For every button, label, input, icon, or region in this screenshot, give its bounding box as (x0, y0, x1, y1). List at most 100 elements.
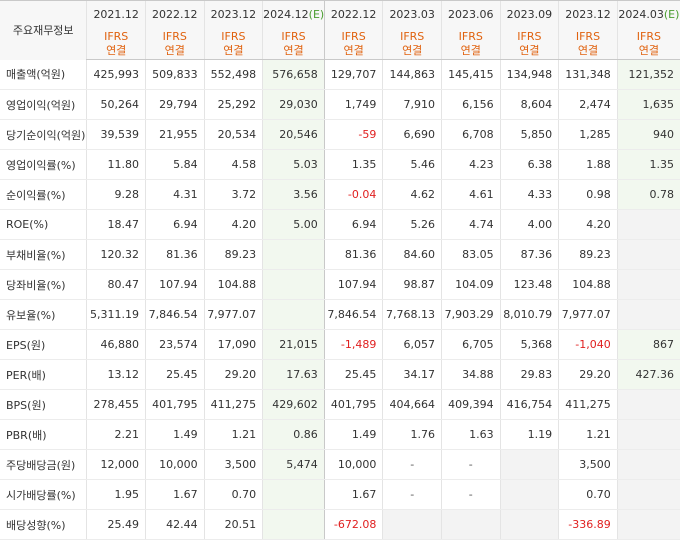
data-cell: 2.21 (86, 419, 146, 450)
data-cell: 2,474 (558, 89, 618, 120)
data-cell: 1.35 (323, 149, 383, 180)
data-cell: 1.19 (499, 419, 559, 450)
ifrs-header: IFRS 연결 (558, 28, 618, 60)
data-cell: 34.17 (382, 359, 442, 390)
ifrs-header-row: IFRS 연결 IFRS 연결 IFRS 연결 IFRS 연결 IFRS 연결 IFRS 연결 IFRS… (0, 28, 680, 60)
data-cell (616, 389, 680, 420)
row-label: 당기순이익(억원) (0, 119, 87, 150)
data-cell: 84.60 (382, 239, 442, 270)
data-cell: 1.88 (558, 149, 618, 180)
period-label: 2024.03(E) (618, 8, 680, 21)
consolidated-label: 연결 (106, 43, 127, 57)
ifrs-header: IFRS 연결 (440, 28, 501, 60)
table-row: 시가배당률(%) 1.95 1.67 0.70 1.67- -0.70 (0, 479, 680, 510)
data-cell: 1.49 (144, 419, 205, 450)
data-cell (262, 509, 325, 540)
data-cell: 6.94 (144, 209, 205, 240)
data-cell: 81.36 (323, 239, 383, 270)
ifrs-label: IFRS (636, 29, 661, 43)
data-cell: 1.63 (440, 419, 501, 450)
period-header: 2023.06 (440, 0, 501, 28)
table-row: 영업이익(억원) 50,264 29,794 25,292 29,030 1,749 7,9… (0, 89, 680, 120)
data-cell: 7,977.07 (203, 299, 263, 330)
row-label: 당좌비율(%) (0, 269, 87, 300)
table-row: 매출액(억원) 425,993 509,833 552,498 576,658 129,7… (0, 59, 680, 90)
data-cell: 1.67 (144, 479, 205, 510)
data-cell: 18.47 (86, 209, 146, 240)
data-cell: 6,057 (382, 329, 442, 360)
data-cell: 3.72 (203, 179, 263, 210)
table-row: 유보율(%) 5,311.19 7,846.54 7,977.07 7,846.54 7,… (0, 299, 680, 330)
period-label: 2023.12 (565, 8, 611, 21)
data-cell: 404,664 (382, 389, 442, 420)
ifrs-label: IFRS (221, 29, 246, 43)
data-cell: 23,574 (144, 329, 205, 360)
data-cell: 4.62 (382, 179, 442, 210)
consolidated-label: 연결 (460, 43, 481, 57)
data-cell: 134,948 (499, 59, 559, 90)
data-cell: 1,285 (558, 119, 618, 150)
data-cell: 1.21 (203, 419, 263, 450)
period-header-row: 주요재무정보 2021.12 2022.12 2023.12 2024.12(E) 20… (0, 0, 680, 60)
table-row: 영업이익률(%) 11.80 5.84 4.58 5.03 1.35 5.46 4.23 6.3… (0, 149, 680, 180)
period-header: 2023.12 (558, 0, 618, 28)
consolidated-label: 연결 (638, 43, 659, 57)
data-cell: 401,795 (144, 389, 205, 420)
data-cell: 4.61 (440, 179, 501, 210)
data-cell: 1.35 (616, 149, 680, 180)
data-cell: 0.86 (262, 419, 325, 450)
data-cell: 145,415 (440, 59, 501, 90)
data-cell (616, 239, 680, 270)
data-cell: 25.45 (323, 359, 383, 390)
period-header: 2022.12 (144, 0, 205, 28)
data-cell: 98.87 (382, 269, 442, 300)
data-cell: 552,498 (203, 59, 263, 90)
data-cell: 21,015 (262, 329, 325, 360)
data-cell: 34.88 (440, 359, 501, 390)
data-cell: 50,264 (86, 89, 146, 120)
data-cell: 1.67 (323, 479, 383, 510)
data-cell: 120.32 (86, 239, 146, 270)
data-cell: 42.44 (144, 509, 205, 540)
period-header: 2024.12(E) (262, 0, 325, 28)
period-header: 2024.03(E) (616, 0, 680, 28)
data-cell: 867 (616, 329, 680, 360)
data-cell: 5.84 (144, 149, 205, 180)
table-row: ROE(%) 18.47 6.94 4.20 5.00 6.94 5.26 4.74 4.00 4… (0, 209, 680, 240)
data-cell: 3,500 (558, 449, 618, 480)
data-cell: -672.08 (323, 509, 383, 540)
ifrs-label: IFRS (104, 29, 129, 43)
data-cell (616, 419, 680, 450)
ifrs-header: IFRS 연결 (203, 28, 263, 60)
data-cell (440, 509, 501, 540)
data-cell (499, 479, 559, 510)
data-cell (616, 509, 680, 540)
table-body: 매출액(억원) 425,993 509,833 552,498 576,658 129,7… (0, 59, 680, 540)
ifrs-header: IFRS 연결 (382, 28, 442, 60)
data-cell: 7,910 (382, 89, 442, 120)
data-cell: 89.23 (558, 239, 618, 270)
data-cell: 123.48 (499, 269, 559, 300)
data-cell (499, 449, 559, 480)
table-row: 당기순이익(억원) 39,539 21,955 20,534 20,546 -59 6,69… (0, 119, 680, 150)
period-header: 2022.12 (323, 0, 383, 28)
data-cell: -336.89 (558, 509, 618, 540)
period-header: 2023.09 (499, 0, 559, 28)
row-label: PBR(배) (0, 419, 87, 450)
data-cell: 5,311.19 (86, 299, 146, 330)
table-row: EPS(원) 46,880 23,574 17,090 21,015 -1,489 6,05… (0, 329, 680, 360)
row-label: 배당성향(%) (0, 509, 87, 540)
data-cell: 5,368 (499, 329, 559, 360)
data-cell: 131,348 (558, 59, 618, 90)
data-cell: 4.58 (203, 149, 263, 180)
data-cell: 46,880 (86, 329, 146, 360)
data-cell (616, 209, 680, 240)
row-label: 시가배당률(%) (0, 479, 87, 510)
ifrs-label: IFRS (281, 29, 306, 43)
data-cell: 0.70 (203, 479, 263, 510)
row-label: 순이익률(%) (0, 179, 87, 210)
data-cell (616, 449, 680, 480)
data-cell: 87.36 (499, 239, 559, 270)
data-cell: 81.36 (144, 239, 205, 270)
period-header: 2023.03 (382, 0, 442, 28)
